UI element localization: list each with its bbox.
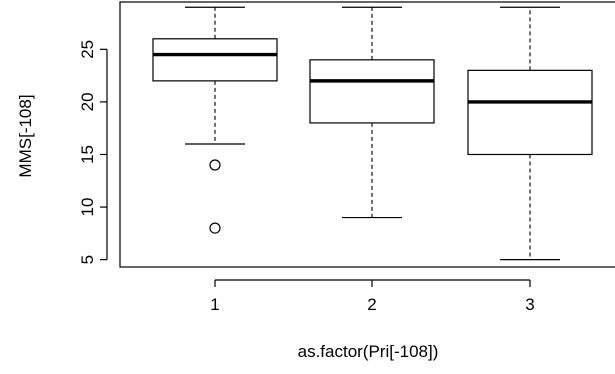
iqr-box	[152, 38, 278, 82]
y-tick-label: 15	[78, 145, 97, 164]
iqr-box	[467, 69, 593, 156]
plot-area-frame	[119, 1, 615, 268]
x-tick-label: 1	[210, 295, 219, 314]
y-tick-label: 20	[78, 92, 97, 111]
box-group-2	[309, 6, 435, 219]
iqr-box	[309, 59, 435, 124]
y-tick-label: 5	[78, 255, 97, 264]
y-axis-title: MMS[-108]	[16, 94, 35, 177]
y-tick-label: 10	[78, 198, 97, 217]
outlier-point	[209, 222, 221, 234]
y-axis: 5 10 15 20 25	[78, 40, 108, 264]
box-group-3	[467, 6, 593, 261]
x-tick-label: 2	[367, 295, 376, 314]
box-group-1	[152, 6, 278, 234]
x-axis: 1 2 3	[210, 279, 535, 314]
y-tick-label: 25	[78, 40, 97, 59]
boxes-layer	[152, 6, 593, 261]
outlier-point	[209, 159, 221, 171]
x-axis-title: as.factor(Pri[-108])	[298, 342, 439, 361]
x-tick-label: 3	[525, 295, 534, 314]
